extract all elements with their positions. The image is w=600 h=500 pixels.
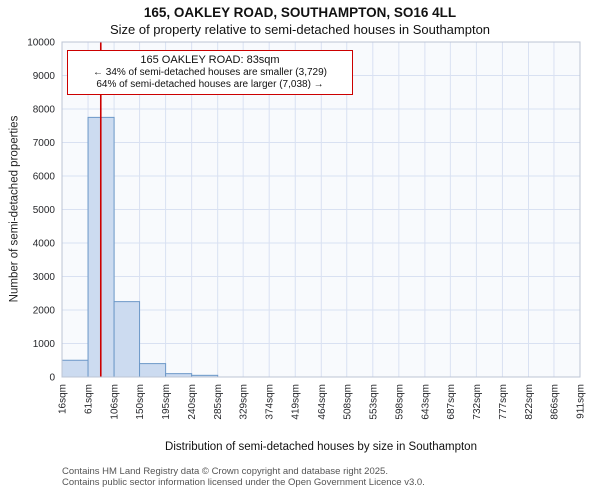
- attribution-footer: Contains HM Land Registry data © Crown c…: [62, 466, 425, 488]
- x-tick-label: 240sqm: [187, 384, 198, 420]
- x-tick-label: 374sqm: [265, 384, 276, 420]
- plot-border: [61, 41, 581, 378]
- x-tick-label: 106sqm: [110, 384, 121, 420]
- x-axis-label: Distribution of semi-detached houses by …: [165, 441, 477, 453]
- x-tick-label: 150sqm: [135, 384, 146, 420]
- annotation-property-line: 165 OAKLEY ROAD: 83sqm: [140, 54, 280, 66]
- histogram-bar: [139, 363, 167, 378]
- x-tick-label: 732sqm: [472, 384, 483, 420]
- y-tick-label: 9000: [33, 71, 56, 82]
- x-tick-label: 777sqm: [498, 384, 509, 420]
- histogram-bar: [61, 359, 89, 378]
- y-tick-label: 5000: [33, 205, 56, 216]
- annotation-box: 165 OAKLEY ROAD: 83sqm ← 34% of semi-det…: [67, 50, 353, 95]
- histogram-bar: [165, 373, 193, 378]
- x-tick-label: 329sqm: [239, 384, 250, 420]
- y-tick-label: 7000: [33, 138, 56, 149]
- chart-subtitle: Size of property relative to semi-detach…: [109, 22, 491, 37]
- y-tick-label: 2000: [33, 306, 56, 317]
- x-tick-label: 508sqm: [342, 384, 353, 420]
- y-tick-label: 1000: [33, 339, 56, 350]
- x-tick-label: 911sqm: [576, 384, 587, 419]
- y-tick-label: 0: [49, 373, 55, 384]
- chart-title: 165, OAKLEY ROAD, SOUTHAMPTON, SO16 4LL: [143, 5, 457, 20]
- x-tick-label: 553sqm: [368, 384, 379, 420]
- x-tick-label: 61sqm: [84, 384, 95, 414]
- y-tick-label: 4000: [33, 239, 56, 250]
- x-tick-label: 866sqm: [549, 384, 560, 420]
- histogram-bar: [113, 301, 141, 378]
- histogram-chart: 0 1000 2000 3000 4000 5000 6000 7000 8000 9000 100…: [27, 38, 587, 420]
- y-tick-label: 6000: [33, 172, 56, 183]
- x-tick-label: 598sqm: [394, 384, 405, 420]
- x-tick-label: 195sqm: [161, 384, 172, 420]
- x-tick-label: 419sqm: [291, 384, 302, 420]
- y-tick-label: 3000: [33, 272, 56, 283]
- y-tick-label: 10000: [27, 38, 55, 49]
- annotation-smaller-line: ← 34% of semi-detached houses are smalle…: [92, 67, 327, 78]
- x-tick-label: 464sqm: [317, 384, 328, 420]
- x-tick-label: 687sqm: [446, 384, 457, 420]
- footer-line1: Contains HM Land Registry data © Crown c…: [62, 466, 388, 477]
- x-tick-label: 822sqm: [524, 384, 535, 420]
- x-tick-label: 16sqm: [58, 384, 69, 414]
- annotation-larger-line: 64% of semi-detached houses are larger (…: [96, 79, 324, 90]
- y-tick-label: 8000: [33, 105, 56, 116]
- x-tick-label: 643sqm: [420, 384, 431, 420]
- footer-line2: Contains public sector information licen…: [62, 477, 425, 488]
- x-tick-label: 285sqm: [213, 384, 224, 420]
